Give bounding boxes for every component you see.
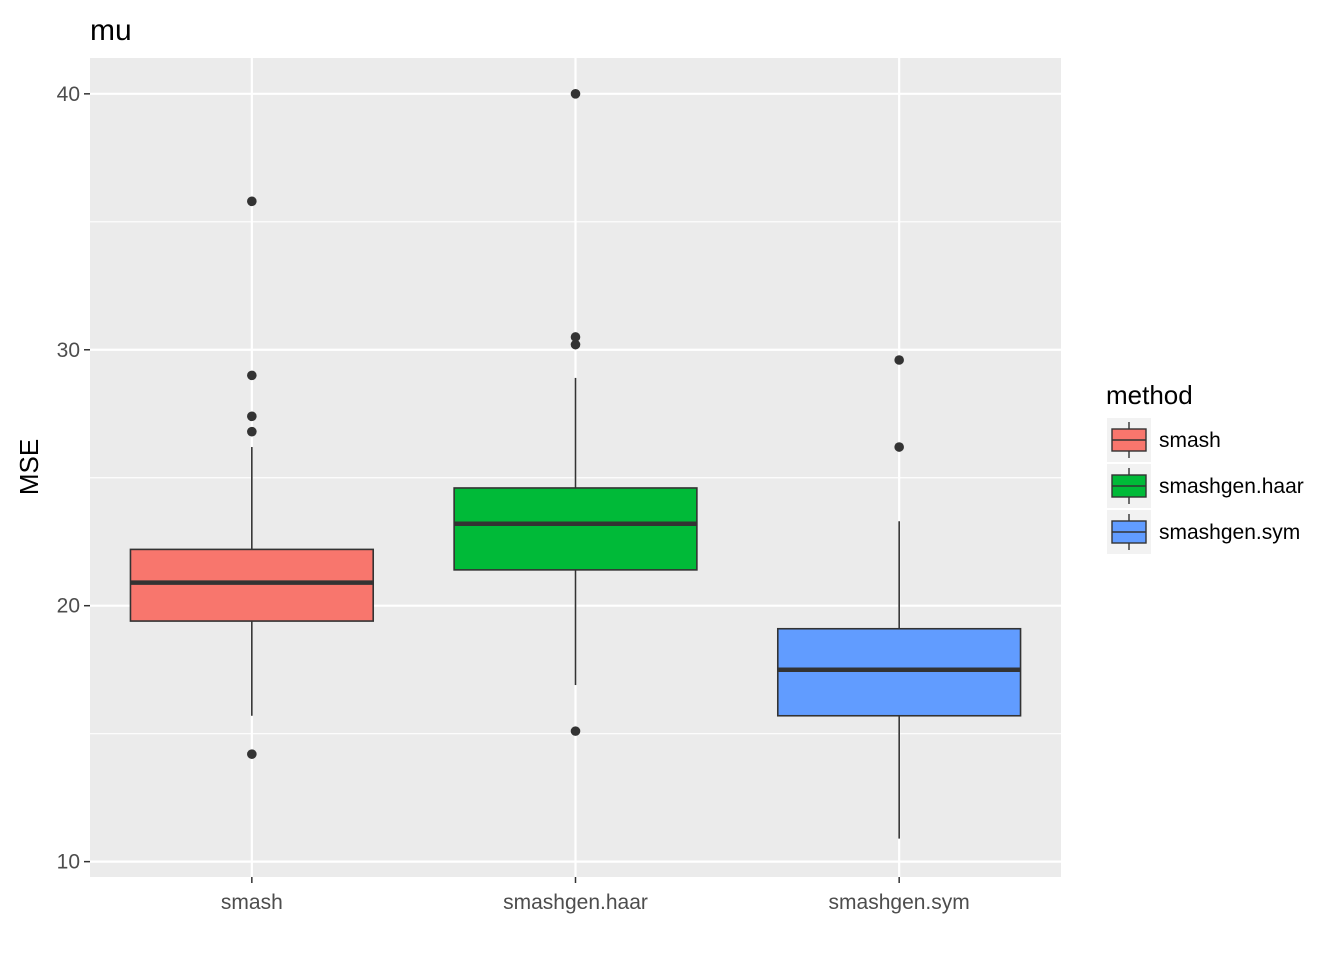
box-smash [129, 196, 375, 759]
outlier-point [247, 411, 257, 422]
x-tick-label: smashgen.haar [503, 891, 648, 914]
outlier-point [570, 332, 581, 342]
outlier-point [247, 749, 257, 759]
box-series [129, 89, 1022, 839]
y-axis-label: MSE [14, 439, 44, 495]
outlier-point [570, 89, 581, 99]
outlier-point [570, 339, 581, 350]
x-tick-label: smash [221, 891, 283, 914]
box-iqr [776, 627, 1022, 717]
chart-title: mu [90, 14, 132, 47]
y-tick-label: 10 [57, 851, 80, 874]
outlier-point [247, 370, 257, 381]
box-iqr [453, 487, 698, 571]
legend-item-smash: smash [1107, 418, 1221, 462]
y-tick-label: 30 [57, 339, 80, 362]
legend-label: smash [1159, 429, 1221, 452]
box-smashgen.haar [453, 89, 698, 736]
y-axis: 10 20 30 40 [57, 83, 90, 874]
legend-item-smashgen.haar: smashgen.haar [1107, 464, 1304, 508]
outlier-point [247, 426, 257, 437]
box-smashgen.sym [776, 355, 1022, 839]
x-tick-label: smashgen.sym [829, 891, 970, 914]
outlier-point [247, 196, 257, 207]
legend: method smash smashgen.haar smashgen.sym [1106, 380, 1304, 554]
box-iqr [129, 548, 375, 622]
legend-title: method [1106, 380, 1193, 410]
x-axis: smash smashgen.haar smashgen.sym [221, 877, 970, 914]
outlier-point [894, 442, 904, 452]
legend-item-smashgen.sym: smashgen.sym [1107, 510, 1300, 554]
y-tick-label: 20 [57, 595, 80, 618]
outlier-point [570, 726, 581, 736]
y-tick-label: 40 [57, 83, 80, 106]
legend-label: smashgen.sym [1159, 521, 1300, 544]
legend-label: smashgen.haar [1159, 475, 1304, 498]
outlier-point [894, 355, 904, 365]
